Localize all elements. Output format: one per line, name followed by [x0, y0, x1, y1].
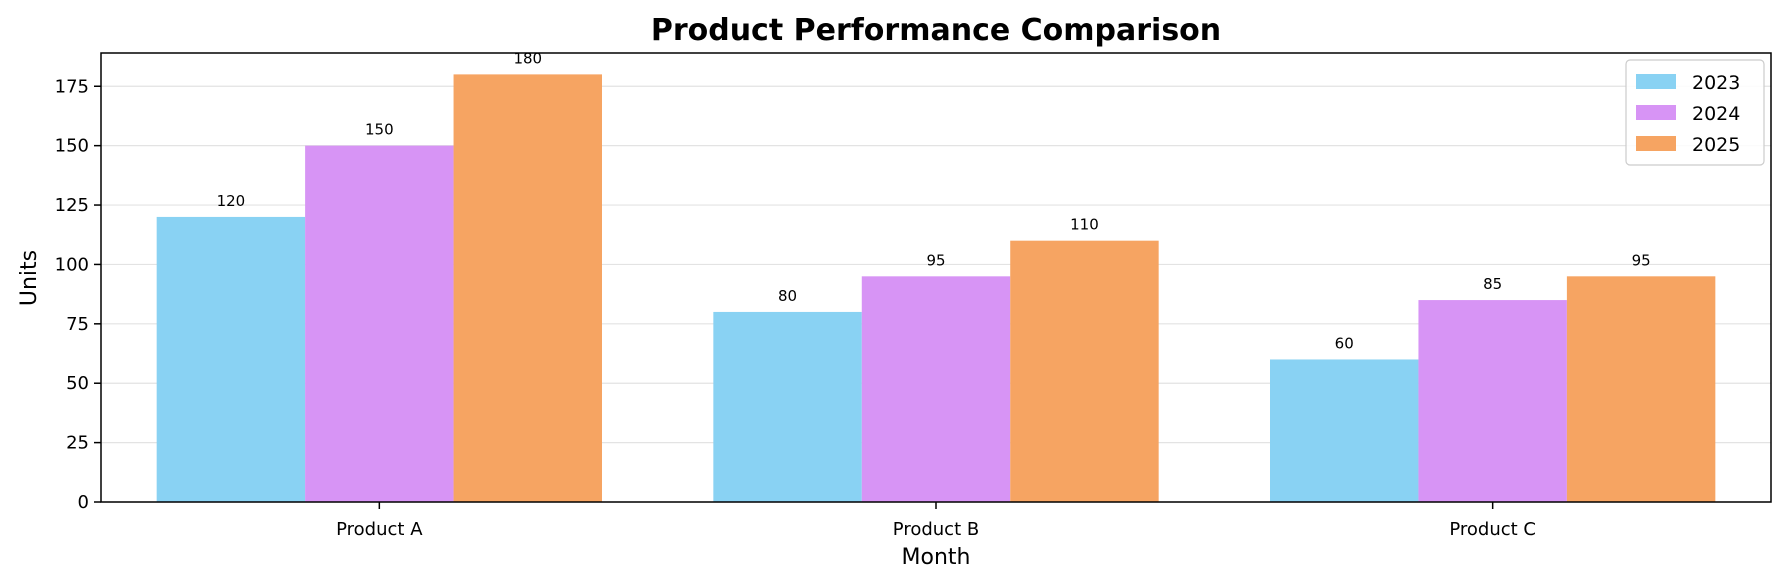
y-tick-label: 50 — [66, 373, 89, 394]
y-tick-label: 25 — [66, 433, 89, 454]
bar-value-label: 120 — [217, 192, 246, 210]
y-tick-label: 150 — [55, 136, 89, 157]
x-tick-label: Product B — [893, 519, 979, 540]
bar-value-label: 80 — [778, 287, 797, 305]
legend-label: 2024 — [1692, 103, 1740, 125]
bar — [1010, 240, 1159, 502]
legend-swatch — [1636, 74, 1676, 89]
x-axis-ticks: Product A Product B Product C — [336, 502, 1536, 540]
bar — [1418, 300, 1567, 502]
bar — [1566, 276, 1716, 502]
bar-value-label: 180 — [513, 49, 542, 67]
bar — [156, 216, 306, 502]
bar-value-label: 60 — [1335, 334, 1354, 352]
y-axis-ticks: 0 25 50 75 100 125 150 175 — [55, 76, 101, 513]
bar-value-label: 95 — [1632, 251, 1651, 269]
x-tick-label: Product C — [1449, 519, 1536, 540]
chart-title: Product Performance Comparison — [651, 13, 1221, 48]
legend: 2023 2024 2025 — [1625, 59, 1765, 166]
y-tick-label: 100 — [55, 254, 89, 275]
bar-value-label: 95 — [926, 251, 945, 269]
bar-value-label: 85 — [1483, 275, 1502, 293]
legend-swatch — [1636, 136, 1676, 151]
y-tick-label: 125 — [55, 195, 89, 216]
bar — [713, 311, 862, 502]
bar-value-label: 110 — [1070, 216, 1099, 234]
y-tick-label: 75 — [66, 314, 89, 335]
legend-swatch — [1636, 105, 1676, 120]
bar — [861, 276, 1011, 502]
bar-value-label: 150 — [365, 121, 394, 139]
x-axis-label: Month — [902, 545, 971, 570]
bars — [156, 74, 1716, 502]
legend-label: 2023 — [1692, 72, 1740, 94]
value-labels: 120 150 180 80 95 110 60 85 95 — [217, 49, 1651, 352]
y-tick-label: 0 — [78, 492, 89, 513]
y-axis-label: Units — [17, 250, 42, 306]
x-tick-label: Product A — [336, 519, 423, 540]
bar — [1270, 359, 1419, 502]
y-tick-label: 175 — [55, 76, 89, 97]
bar — [305, 145, 454, 502]
bar — [453, 74, 602, 502]
legend-label: 2025 — [1692, 134, 1740, 156]
